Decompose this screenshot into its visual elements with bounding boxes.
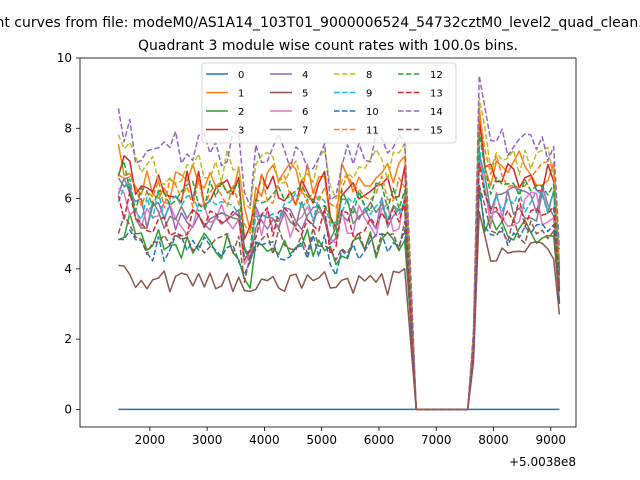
legend-label-14: 14 <box>430 107 443 118</box>
legend-label-13: 13 <box>430 89 443 100</box>
x-tick-label: 9000 <box>536 433 567 447</box>
x-tick-label: 2000 <box>135 433 166 447</box>
x-tick-label: 8000 <box>478 433 509 447</box>
series-line-3 <box>117 118 561 411</box>
series-line-15 <box>117 184 561 411</box>
x-axis-offset-label: +5.0038e8 <box>509 455 576 469</box>
legend-label-2: 2 <box>238 107 244 118</box>
series-line-10 <box>118 189 561 411</box>
legend-label-7: 7 <box>302 126 308 137</box>
legend-label-0: 0 <box>238 70 244 81</box>
y-tick-label: 6 <box>64 192 72 206</box>
x-tick-label: 7000 <box>421 433 452 447</box>
legend-label-12: 12 <box>430 70 443 81</box>
series-lines <box>117 74 561 411</box>
legend-label-6: 6 <box>302 107 308 118</box>
y-tick-label: 0 <box>64 402 72 416</box>
legend-box <box>201 62 457 144</box>
series-line-5 <box>118 211 561 411</box>
series-line-9 <box>117 145 561 411</box>
figure-suptitle: Light curves from file: modeM0/AS1A14_10… <box>0 15 640 31</box>
series-line-8 <box>117 96 561 411</box>
series-line-13 <box>117 162 561 411</box>
legend-label-10: 10 <box>366 107 379 118</box>
legend-label-11: 11 <box>366 126 379 137</box>
y-tick-label: 2 <box>64 332 72 346</box>
y-tick-label: 8 <box>64 121 72 135</box>
legend-label-3: 3 <box>238 126 244 137</box>
legend-label-9: 9 <box>366 89 372 100</box>
legend-label-1: 1 <box>238 89 244 100</box>
y-tick-label: 4 <box>64 262 72 276</box>
series-line-14 <box>117 74 561 411</box>
axes-frame <box>79 57 577 428</box>
chart-title: Quadrant 3 module wise count rates with … <box>138 38 518 54</box>
x-tick-label: 4000 <box>249 433 280 447</box>
x-tick-label: 6000 <box>364 433 395 447</box>
legend-label-15: 15 <box>430 126 443 137</box>
series-line-12 <box>117 131 561 411</box>
y-tick-label: 10 <box>57 51 72 65</box>
y-axis: 0 2 4 6 8 10 <box>57 51 80 416</box>
plot-area: 2000 3000 4000 5000 6000 7000 8000 9000 0246810… <box>57 51 577 469</box>
x-tick-label: 3000 <box>192 433 223 447</box>
legend-label-8: 8 <box>366 70 372 81</box>
x-tick-label: 5000 <box>306 433 337 447</box>
series-line-11 <box>117 109 561 411</box>
legend-label-5: 5 <box>302 89 308 100</box>
legend-label-4: 4 <box>302 70 308 81</box>
x-axis: 2000 3000 4000 5000 6000 7000 8000 9000 <box>135 427 566 447</box>
